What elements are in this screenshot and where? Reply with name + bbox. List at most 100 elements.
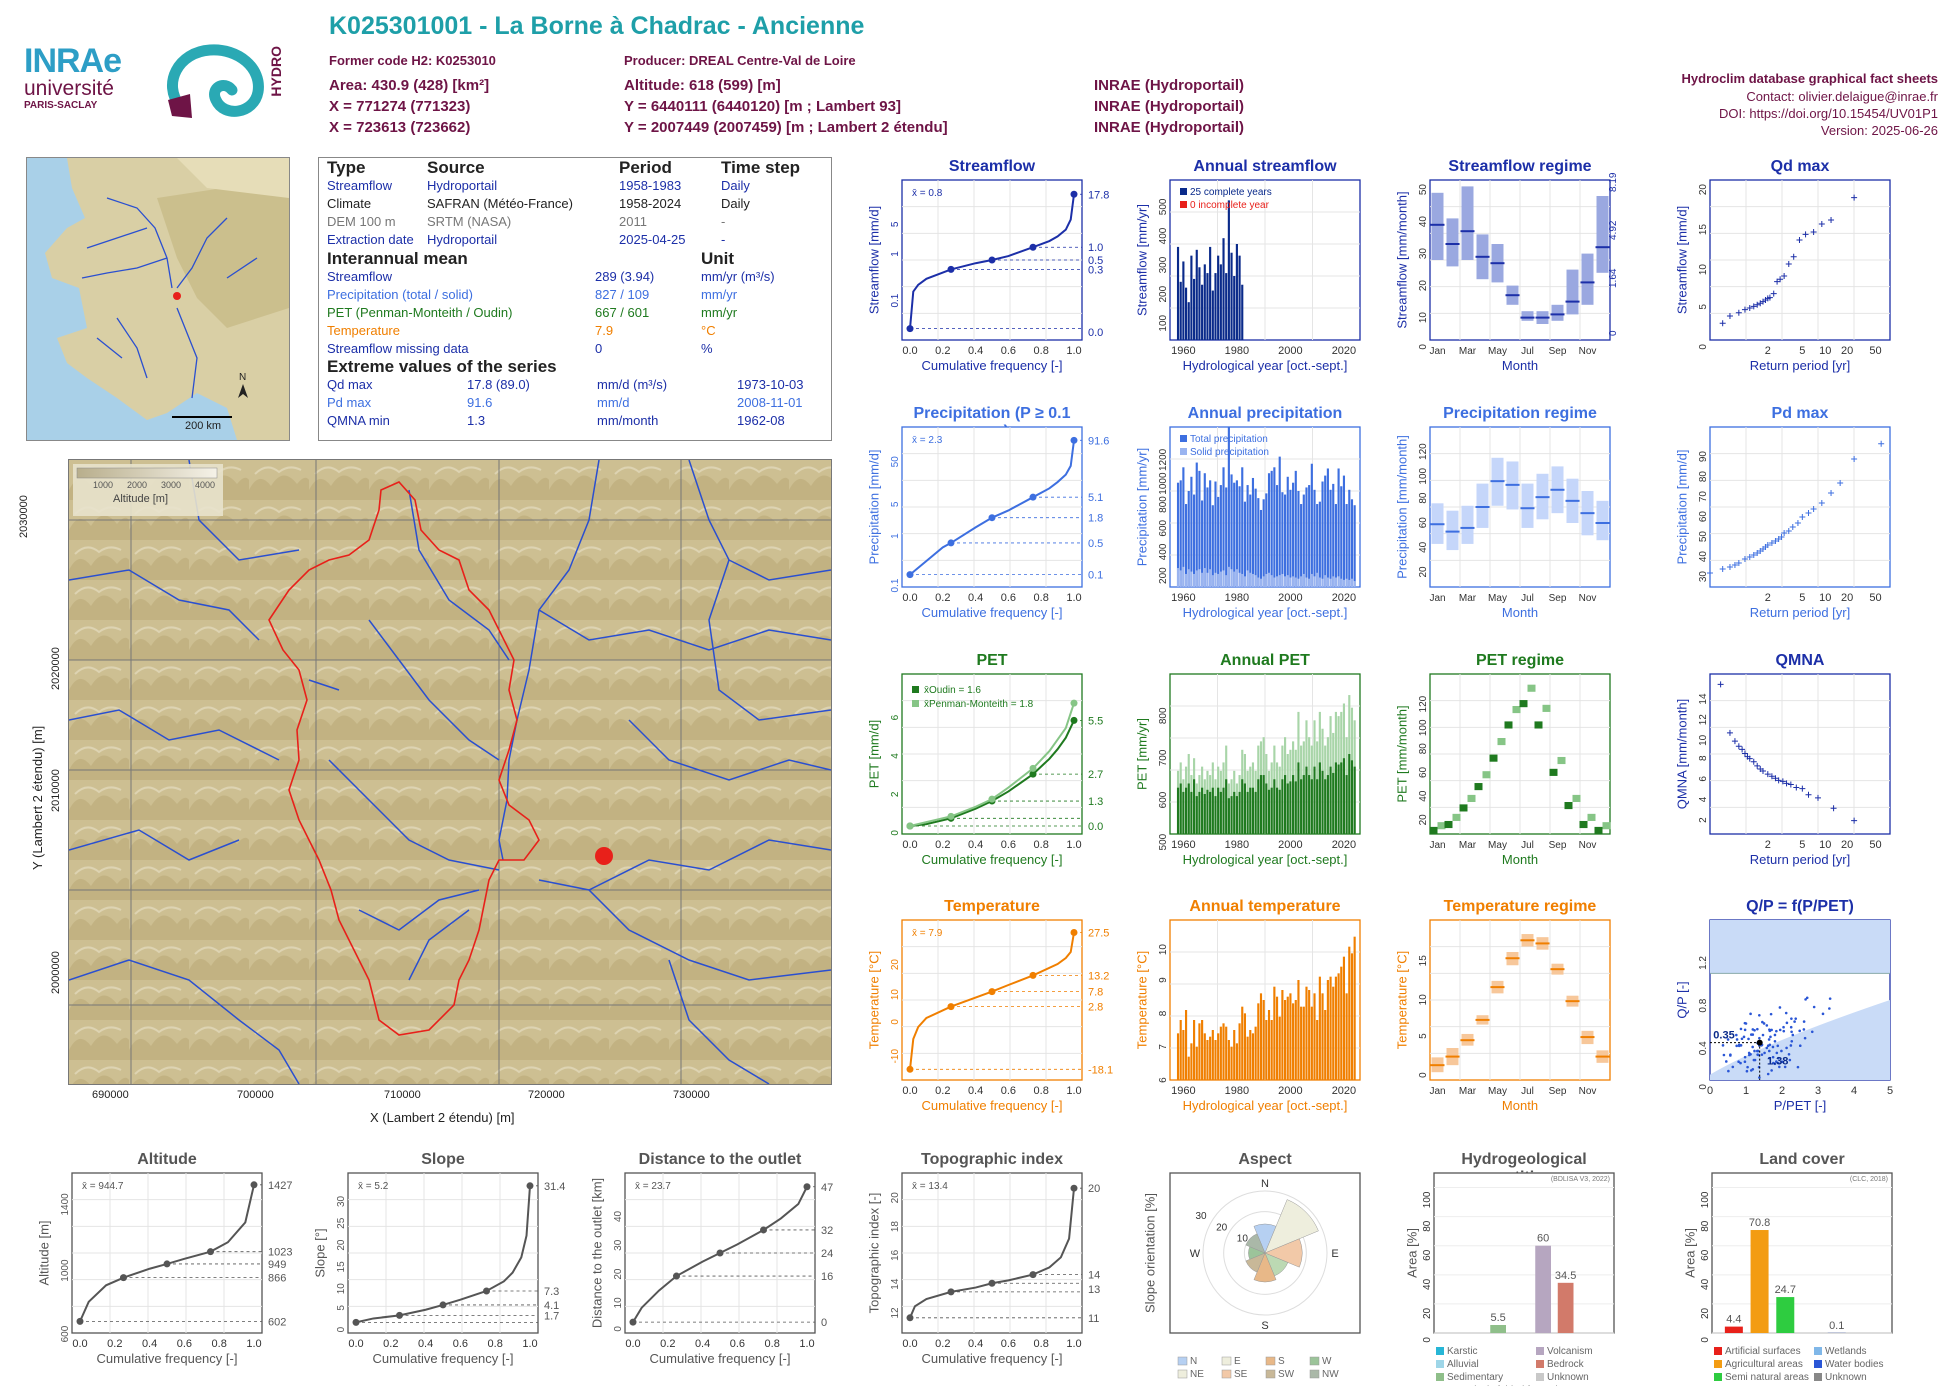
y-tick: 9 [1158,977,1169,983]
bar [1262,576,1265,587]
mean-x-label: 1.38 [1767,1056,1788,1068]
extremes-table: Extreme values of the series Qd max 17.8 … [325,358,806,430]
chart-title: Topographic index [921,1151,1063,1168]
x-tick: 2000 [1278,839,1302,851]
bar [1230,252,1233,340]
cell: SRTM (NASA) [427,214,512,229]
y-tick: 1000 [60,1259,71,1282]
bar [1289,993,1292,1080]
series-line [909,719,1075,827]
right-label: 1427 [268,1180,292,1192]
y-tick: 5 [336,1305,347,1311]
chart-title: Land cover [1759,1151,1845,1168]
chart-q_p_pet: Q/P = f(P/PET) 1.38 0.35 0 1 2 3 4 5 0 0.4 0.8 1.2 P/… [1675,898,1894,1113]
alt-tick: 4000 [195,480,216,490]
data-point [1776,1056,1780,1060]
bar [1292,576,1295,587]
x-tick: 0.0 [625,1338,640,1350]
data-point [1754,762,1761,769]
chart-precipitation: Precipitation (P ≥ 0.1 mm)91.65.11.80.50… [867,405,1110,620]
cell: 1958-2024 [619,196,682,211]
x-tick: 1.0 [522,1338,537,1350]
x-tick: 0.6 [1001,839,1016,851]
data-point [1745,1069,1749,1073]
bar [1195,462,1198,587]
bar [1313,489,1316,587]
y-tick: 20 [1418,566,1429,578]
map-ytick: 2020000 [50,647,62,690]
means-table: Interannual mean Unit Streamflow 289 (3.94… [325,250,777,358]
box-oudin [1429,826,1438,834]
bar [1184,787,1188,834]
bar [1321,578,1324,587]
legend-label: Agricultural areas [1725,1359,1803,1370]
data-point [1799,785,1806,792]
box-oudin [1504,721,1513,729]
bar [1324,575,1327,587]
series-line [909,1188,1075,1319]
y-tick: 60 [1422,1249,1433,1261]
y-tick: 15 [1418,955,1429,967]
y-tick: 0.1 [890,293,901,307]
data-point [1766,1044,1770,1048]
box [1581,253,1594,305]
y-axis-label: Q/P [-] [1674,981,1690,1019]
bar [1198,267,1201,340]
data-point [1805,510,1812,516]
bar [1318,762,1321,834]
box-penman [1572,794,1581,802]
bar [1345,775,1348,834]
bar [1206,572,1209,587]
x-tick: 1.0 [1066,839,1081,851]
x-tick: Sep [1549,346,1567,357]
legend-label: S [1278,1356,1285,1367]
data-point [1768,540,1775,546]
data-point [1746,305,1753,311]
mean-label: x̄ = 944.7 [82,1181,124,1192]
legend-label: Sedimentary [1447,1372,1503,1383]
chart-svg: 1960 1980 2000 2020 6 7 8 9 10 [1158,919,1361,1097]
col-period: Period [619,158,672,177]
data-point [1770,1069,1773,1072]
legend-label: 0 incomplete year [1190,200,1270,211]
x-tick: 1.0 [1066,1085,1081,1097]
bar [1249,787,1252,834]
x-tick: 0.0 [902,1338,917,1350]
bar [1275,996,1279,1080]
cell: DEM 100 m [327,214,396,229]
y-tick: 20 [1422,1307,1433,1319]
bar [1348,579,1351,587]
bar [1292,482,1295,587]
y-tick: 50 [1698,531,1709,543]
data-point [1790,1017,1793,1020]
cell: - [721,214,726,229]
bar [1217,787,1220,834]
sector [1264,1199,1319,1254]
y-tick: 0 [336,1326,347,1332]
bar [1209,791,1212,834]
y-tick: 0 [1418,1072,1429,1078]
chart-title: Annual precipitation [1187,405,1343,422]
bar [1310,1006,1313,1080]
ring-label: 10 [1237,1234,1249,1245]
bar [1246,1036,1249,1080]
bar [1305,487,1308,587]
bar [1292,1003,1295,1080]
cell: Streamflow [327,269,393,284]
bar [1750,1230,1769,1333]
bar [1284,1000,1287,1080]
right-label: 602 [268,1316,286,1328]
map-xtick: 720000 [528,1089,565,1101]
y-axis-label: Area [%] [1404,1228,1420,1278]
data-point [1763,1051,1766,1055]
bar [1294,781,1297,834]
y-tick: 50 [890,456,901,468]
right-label: 1.3 [1088,796,1103,808]
x-tick: 2000 [1278,345,1302,357]
legend-swatch [912,700,919,707]
y-tick: 30 [613,1239,624,1251]
y-tick: 600 [60,1325,71,1342]
x-tick: May [1488,346,1507,357]
data-point [1742,1035,1746,1039]
y-tick: 0.4 [1698,1041,1709,1055]
